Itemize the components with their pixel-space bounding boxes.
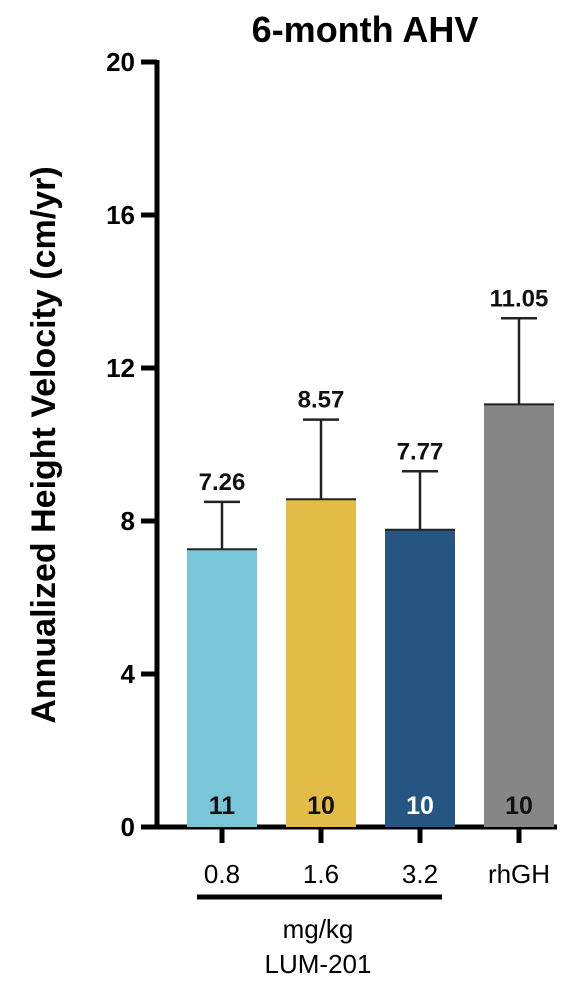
value-label: 11.05: [490, 285, 549, 312]
bars: [187, 317, 554, 827]
n-label: 10: [307, 792, 335, 820]
bar: [484, 404, 554, 827]
y-tick-label: 16: [106, 200, 135, 230]
group-label-drug: LUM-201: [265, 949, 372, 979]
value-label: 8.57: [298, 387, 345, 414]
bar: [286, 499, 356, 827]
chart-title: 6-month AHV: [252, 9, 479, 50]
x-tick-label: 3.2: [402, 859, 438, 889]
labels: 7.26 11 8.57 10 7.77 10 11.05 10: [199, 285, 549, 820]
y-tick-label: 0: [121, 812, 135, 842]
group-label-unit: mg/kg: [283, 914, 354, 944]
n-label: 10: [406, 792, 434, 820]
bar: [187, 549, 257, 827]
x-tick-label: rhGH: [488, 859, 550, 889]
y-tick-label: 12: [106, 353, 135, 383]
y-axis-label: Annualized Height Velocity (cm/yr): [25, 166, 63, 723]
n-label: 11: [209, 792, 236, 820]
x-tick-label: 0.8: [204, 859, 240, 889]
y-tick-label: 20: [106, 47, 135, 77]
y-tick-label: 4: [121, 659, 136, 689]
x-tick-label: 1.6: [303, 859, 339, 889]
bar: [385, 529, 455, 827]
value-label: 7.26: [199, 469, 246, 496]
n-label: 10: [505, 792, 533, 820]
y-tick-label: 8: [121, 506, 135, 536]
value-label: 7.77: [397, 438, 444, 465]
